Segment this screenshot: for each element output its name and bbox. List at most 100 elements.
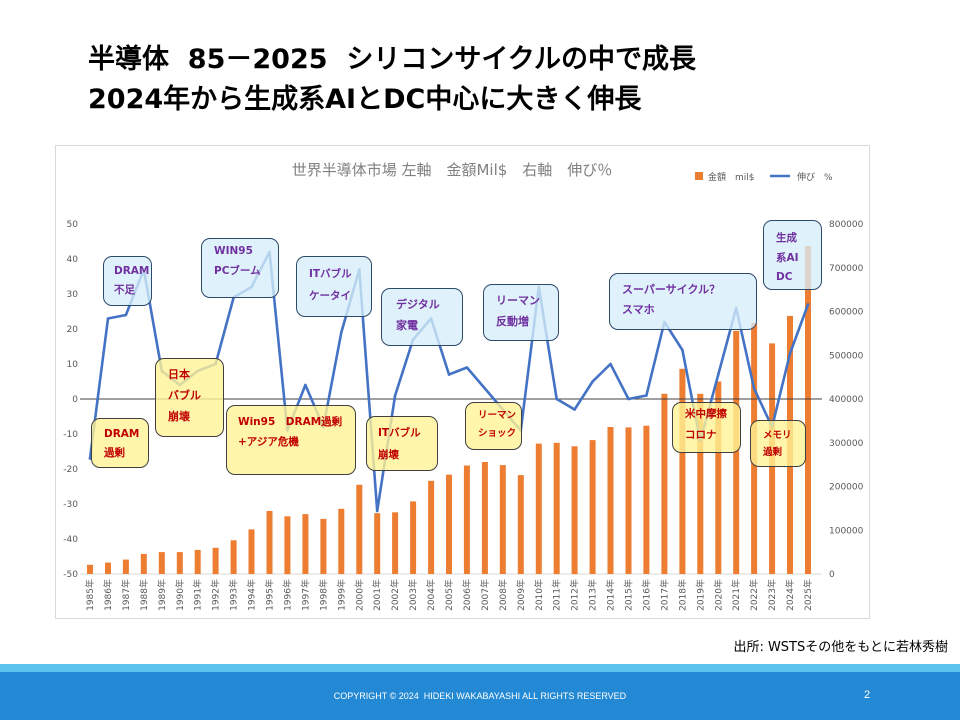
right-axis-tick-label: 600000 bbox=[829, 308, 864, 318]
x-axis-tick-label: 1989年 bbox=[156, 579, 168, 611]
slide-title-line-2: 2024年から生成系AIとDC中心に大きく伸長 bbox=[88, 84, 642, 115]
growth-point bbox=[375, 509, 379, 513]
x-axis-tick-label: 2006年 bbox=[461, 579, 473, 611]
legend: 金額 mil$ 伸び % bbox=[695, 171, 833, 183]
annotation-text: スマホ bbox=[622, 303, 655, 316]
market-value-bar bbox=[266, 511, 273, 574]
market-value-bar bbox=[194, 549, 201, 574]
x-axis-tick-label: 2008年 bbox=[497, 579, 509, 611]
market-value-bar bbox=[571, 446, 578, 575]
x-axis-tick-label: 1997年 bbox=[299, 579, 311, 611]
annotation-text: DRAM bbox=[114, 265, 150, 277]
x-axis-tick-label: 2015年 bbox=[623, 579, 635, 611]
legend-bar-swatch bbox=[695, 172, 703, 180]
annotation-text: 崩壊 bbox=[168, 410, 190, 423]
annotation-generative-ai-dc: 生成 系AI DC bbox=[763, 220, 822, 290]
growth-point bbox=[573, 408, 576, 411]
page-number: 2 bbox=[864, 689, 871, 701]
growth-point bbox=[788, 352, 792, 355]
growth-point bbox=[609, 362, 612, 366]
annotation-text: PCブーム bbox=[214, 265, 261, 277]
x-axis-tick-label: 2025年 bbox=[802, 579, 814, 611]
market-value-bar bbox=[481, 462, 488, 574]
left-axis-tick-label: 10 bbox=[67, 360, 79, 370]
market-value-bar bbox=[158, 552, 165, 574]
right-axis-tick-label: 200000 bbox=[829, 483, 864, 493]
growth-point bbox=[106, 317, 110, 320]
annotation-text: +アジア危機 bbox=[238, 436, 299, 448]
x-axis-tick-label: 2007年 bbox=[479, 579, 491, 611]
x-axis-tick-label: 2001年 bbox=[371, 579, 383, 611]
market-value-bar bbox=[338, 508, 345, 574]
growth-point bbox=[304, 383, 307, 387]
annotation-text: 過剰 bbox=[104, 447, 125, 459]
annotation-text: 過剰 bbox=[763, 447, 783, 458]
annotation-dram-glut: DRAM 過剰 bbox=[91, 418, 149, 468]
x-axis-tick-label: 2020年 bbox=[712, 579, 724, 611]
x-axis-tick-label: 2009年 bbox=[515, 579, 527, 611]
growth-point bbox=[555, 397, 558, 401]
annotation-text: 生成 bbox=[776, 232, 797, 244]
market-value-bar bbox=[607, 427, 614, 574]
x-axis-tick-label: 2022年 bbox=[748, 579, 760, 611]
annotation-text: ITバブル bbox=[309, 268, 352, 280]
annotation-text: 米中摩擦 bbox=[685, 408, 727, 420]
right-axis-tick-label: 100000 bbox=[829, 526, 864, 536]
annotation-trade-friction-covid: 米中摩擦 コロナ bbox=[672, 402, 741, 453]
market-value-bar bbox=[140, 553, 147, 574]
market-value-bar bbox=[176, 552, 183, 574]
growth-point bbox=[447, 373, 451, 376]
x-axis-tick-label: 2004年 bbox=[425, 579, 437, 611]
x-axis-tick-label: 2024年 bbox=[784, 579, 796, 611]
copyright-text: COPYRIGHT © 2024 HIDEKI WAKABAYASHI ALL … bbox=[333, 691, 627, 701]
annotation-text: 家電 bbox=[396, 319, 418, 332]
annotation-text: メモリ bbox=[763, 430, 792, 441]
growth-point bbox=[124, 313, 128, 317]
growth-point bbox=[627, 397, 630, 401]
x-axis-tick-label: 2003年 bbox=[407, 579, 419, 611]
market-value-bar bbox=[715, 381, 722, 574]
source-note: 出所: WSTSその他をもとに若林秀樹 bbox=[733, 640, 948, 655]
annotation-text: DC bbox=[776, 271, 793, 283]
growth-point bbox=[645, 394, 648, 397]
market-value-bar bbox=[733, 330, 740, 575]
annotation-lehman-shock: リーマン ショック bbox=[465, 402, 522, 450]
annotation-text: ITバブル bbox=[378, 427, 421, 439]
x-axis-tick-label: 1993年 bbox=[228, 579, 240, 611]
x-axis-tick-label: 2018年 bbox=[676, 579, 688, 611]
x-axis-tick-label: 1985年 bbox=[84, 579, 96, 611]
market-value-bar bbox=[356, 484, 363, 575]
annotation-text: スーパーサイクル？ bbox=[622, 283, 721, 296]
x-axis-tick-label: 2016年 bbox=[640, 579, 652, 611]
market-value-bar bbox=[697, 393, 704, 575]
x-axis-tick-label: 1994年 bbox=[246, 579, 258, 611]
market-value-bar bbox=[87, 564, 93, 574]
market-value-bar bbox=[105, 562, 111, 574]
legend-bar-label: 金額 mil$ bbox=[708, 171, 755, 183]
legend-line-label: 伸び % bbox=[797, 171, 833, 183]
right-axis-tick-label: 700000 bbox=[829, 264, 864, 274]
annotation-it-bubble-burst: ITバブル 崩壊 bbox=[366, 416, 438, 471]
annotation-text: DRAM bbox=[104, 428, 140, 440]
market-value-bar bbox=[230, 540, 237, 574]
slide-title-line-1: 半導体 85－2025 シリコンサイクルの中で成長 bbox=[88, 44, 696, 75]
annotation-win95-pc-boom: WIN95 PCブーム bbox=[201, 238, 279, 298]
growth-point bbox=[483, 387, 487, 390]
right-axis-tick-labels: 800000 700000 600000 500000 400000 300000 2000… bbox=[829, 220, 864, 580]
growth-point bbox=[393, 394, 397, 397]
left-axis-tick-label: -40 bbox=[63, 535, 78, 545]
growth-point bbox=[681, 348, 684, 352]
x-axis-tick-label: 2017年 bbox=[658, 579, 670, 611]
footer-bar: COPYRIGHT © 2024 HIDEKI WAKABAYASHI ALL … bbox=[0, 664, 960, 720]
x-axis-tick-labels: 1985年 1986年 1987年 1988年 1989年 1990年 1991年 1992年… bbox=[84, 579, 814, 611]
market-value-bar bbox=[463, 465, 470, 574]
left-axis-tick-label: -50 bbox=[63, 570, 78, 580]
annotation-text: WIN95 bbox=[214, 245, 253, 257]
left-axis-tick-label: 30 bbox=[67, 290, 79, 300]
growth-point bbox=[88, 457, 92, 460]
x-axis-tick-label: 1986年 bbox=[102, 579, 114, 611]
left-axis-tick-label: -30 bbox=[63, 500, 78, 510]
market-value-bar bbox=[392, 512, 399, 574]
annotation-lehman-rebound: リーマン 反動増 bbox=[483, 284, 559, 341]
right-axis-tick-label: 400000 bbox=[829, 395, 864, 405]
